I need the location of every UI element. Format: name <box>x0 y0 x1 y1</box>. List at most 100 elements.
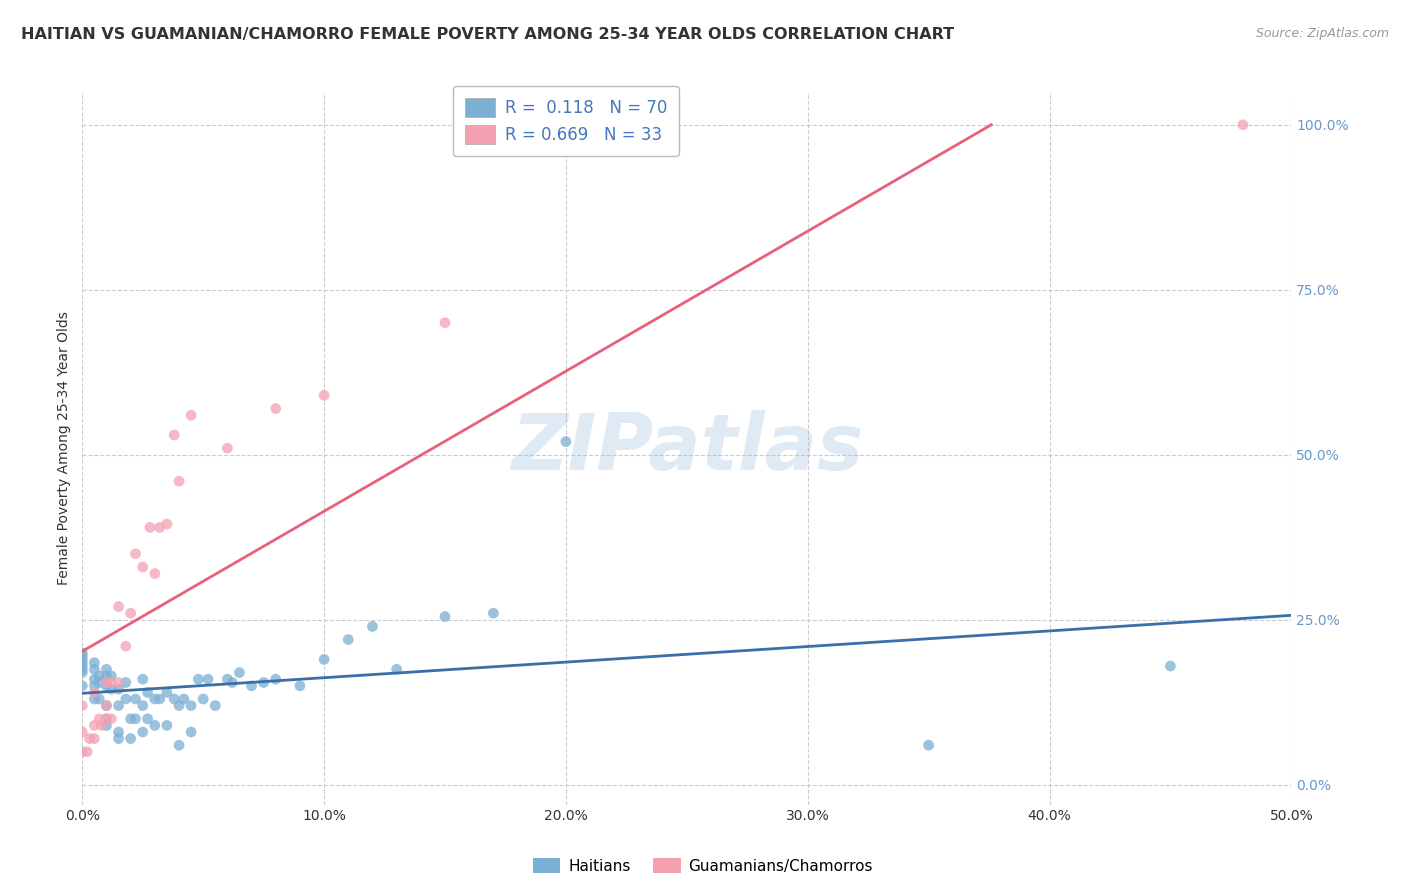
Point <box>193 692 215 706</box>
Point <box>83 731 105 746</box>
Point <box>264 401 287 416</box>
Point <box>288 679 311 693</box>
Point <box>240 679 263 693</box>
Point <box>89 675 111 690</box>
Point <box>96 712 118 726</box>
Point <box>385 662 408 676</box>
Point <box>89 692 111 706</box>
Point <box>83 685 105 699</box>
Point <box>337 632 360 647</box>
Point <box>143 718 166 732</box>
Point <box>83 672 105 686</box>
Point <box>132 672 155 686</box>
Point <box>1232 118 1254 132</box>
Point <box>72 656 94 670</box>
Point <box>149 520 172 534</box>
Point <box>143 692 166 706</box>
Point <box>434 316 457 330</box>
Point <box>96 698 118 713</box>
Point <box>228 665 250 680</box>
Point <box>72 646 94 660</box>
Point <box>72 745 94 759</box>
Point <box>120 606 142 620</box>
Point <box>136 685 159 699</box>
Point <box>217 672 239 686</box>
Point <box>167 474 190 488</box>
Point <box>72 662 94 676</box>
Point <box>156 718 179 732</box>
Point <box>197 672 219 686</box>
Point <box>72 659 94 673</box>
Text: HAITIAN VS GUAMANIAN/CHAMORRO FEMALE POVERTY AMONG 25-34 YEAR OLDS CORRELATION C: HAITIAN VS GUAMANIAN/CHAMORRO FEMALE POV… <box>21 27 955 42</box>
Point <box>167 698 190 713</box>
Point <box>917 738 939 752</box>
Point <box>96 712 118 726</box>
Legend: R =  0.118   N = 70, R = 0.669   N = 33: R = 0.118 N = 70, R = 0.669 N = 33 <box>453 86 679 156</box>
Point <box>482 606 505 620</box>
Point <box>107 698 129 713</box>
Point <box>83 656 105 670</box>
Point <box>124 692 146 706</box>
Point <box>139 520 162 534</box>
Point <box>100 712 122 726</box>
Point <box>96 662 118 676</box>
Point <box>187 672 209 686</box>
Y-axis label: Female Poverty Among 25-34 Year Olds: Female Poverty Among 25-34 Year Olds <box>58 311 72 585</box>
Point <box>554 434 576 449</box>
Point <box>132 698 155 713</box>
Point <box>120 731 142 746</box>
Point <box>132 560 155 574</box>
Point <box>83 679 105 693</box>
Point <box>79 731 101 746</box>
Point <box>314 652 336 666</box>
Point <box>107 675 129 690</box>
Text: Source: ZipAtlas.com: Source: ZipAtlas.com <box>1256 27 1389 40</box>
Point <box>96 718 118 732</box>
Point <box>72 725 94 739</box>
Text: ZIPatlas: ZIPatlas <box>510 410 863 486</box>
Point <box>72 679 94 693</box>
Point <box>180 408 202 422</box>
Point <box>96 679 118 693</box>
Point <box>83 662 105 676</box>
Point <box>253 675 276 690</box>
Point <box>100 675 122 690</box>
Point <box>96 675 118 690</box>
Point <box>314 388 336 402</box>
Point <box>149 692 172 706</box>
Point <box>72 698 94 713</box>
Point <box>83 718 105 732</box>
Point <box>96 698 118 713</box>
Point <box>204 698 226 713</box>
Point <box>124 712 146 726</box>
Point <box>156 685 179 699</box>
Point <box>124 547 146 561</box>
Point <box>167 738 190 752</box>
Point <box>107 731 129 746</box>
Point <box>163 428 186 442</box>
Point <box>100 682 122 697</box>
Point <box>221 675 243 690</box>
Point <box>173 692 195 706</box>
Point <box>114 639 136 653</box>
Point <box>120 712 142 726</box>
Point <box>90 718 112 732</box>
Point <box>107 725 129 739</box>
Point <box>163 692 186 706</box>
Point <box>96 669 118 683</box>
Point <box>89 669 111 683</box>
Point <box>100 669 122 683</box>
Point <box>107 682 129 697</box>
Point <box>72 652 94 666</box>
Point <box>114 692 136 706</box>
Point <box>89 712 111 726</box>
Point <box>156 517 179 532</box>
Point <box>136 712 159 726</box>
Point <box>72 649 94 664</box>
Point <box>72 665 94 680</box>
Legend: Haitians, Guamanians/Chamorros: Haitians, Guamanians/Chamorros <box>527 852 879 880</box>
Point <box>114 675 136 690</box>
Point <box>132 725 155 739</box>
Point <box>180 698 202 713</box>
Point <box>107 599 129 614</box>
